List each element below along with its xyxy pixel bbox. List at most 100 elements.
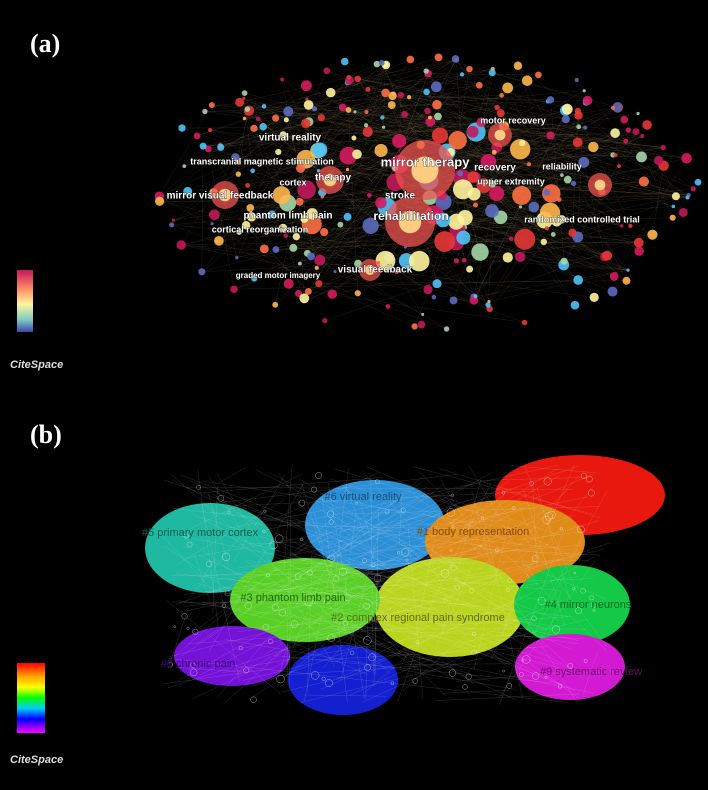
node	[506, 587, 510, 592]
node	[374, 143, 388, 158]
edge	[238, 537, 488, 568]
node	[299, 293, 310, 304]
node	[272, 114, 280, 122]
edge	[321, 551, 352, 636]
node	[332, 575, 340, 582]
edge	[284, 589, 481, 607]
node	[636, 151, 647, 163]
edge	[321, 490, 500, 548]
edge	[319, 82, 349, 150]
node	[411, 323, 418, 330]
edge	[347, 64, 386, 217]
node	[561, 103, 573, 115]
edge	[160, 534, 242, 621]
edge	[463, 72, 493, 238]
edge	[330, 89, 368, 93]
edge	[239, 77, 349, 103]
node	[542, 515, 551, 524]
edge	[236, 608, 438, 650]
node	[354, 75, 362, 83]
node	[221, 552, 231, 562]
node	[241, 221, 251, 230]
edge	[211, 492, 309, 565]
node	[241, 90, 248, 96]
edge	[277, 472, 419, 669]
node	[325, 679, 333, 688]
edge	[422, 513, 524, 546]
node	[430, 81, 442, 93]
edge	[426, 70, 578, 112]
edge	[532, 487, 538, 568]
node	[515, 251, 526, 262]
edge	[439, 478, 578, 704]
node	[406, 55, 415, 64]
node	[531, 615, 537, 622]
edge	[479, 477, 589, 481]
edge	[322, 531, 531, 639]
edge	[359, 612, 447, 697]
node	[362, 126, 373, 138]
edge	[283, 465, 293, 572]
node	[407, 563, 411, 566]
node	[449, 548, 453, 552]
edge	[308, 627, 583, 639]
edge	[298, 473, 594, 600]
node	[540, 238, 548, 246]
edge	[215, 555, 498, 580]
node	[570, 180, 577, 187]
edge	[285, 235, 525, 323]
node	[466, 265, 474, 273]
edge	[172, 479, 453, 624]
edge	[431, 492, 561, 536]
node	[311, 106, 318, 112]
edge	[464, 217, 521, 258]
node	[417, 320, 426, 329]
edge	[339, 513, 357, 629]
edge	[426, 70, 694, 189]
edge	[310, 110, 428, 257]
edge	[199, 504, 531, 676]
edge	[258, 478, 421, 619]
edge	[159, 59, 457, 197]
node	[374, 479, 380, 484]
edge	[267, 589, 510, 663]
node	[202, 108, 208, 115]
edge	[382, 117, 689, 196]
edge	[468, 465, 538, 585]
edge	[524, 467, 578, 593]
edge	[175, 465, 579, 605]
panel-label: (a)	[30, 29, 60, 58]
node	[363, 636, 372, 645]
edge	[312, 488, 389, 572]
edge	[523, 491, 566, 627]
node	[501, 491, 506, 495]
edge	[201, 601, 291, 625]
node	[451, 524, 455, 528]
edge	[220, 107, 498, 148]
node	[446, 508, 456, 517]
edge	[217, 492, 394, 698]
node	[547, 510, 556, 519]
edge	[247, 507, 524, 591]
node	[388, 91, 397, 101]
edge	[244, 92, 568, 180]
edge	[396, 521, 494, 596]
edge	[201, 59, 457, 273]
node	[320, 195, 324, 199]
edge	[253, 94, 401, 129]
node	[415, 639, 420, 644]
edge	[366, 466, 582, 560]
edge	[360, 560, 589, 565]
node	[246, 212, 257, 222]
edge	[436, 104, 565, 262]
edge	[211, 95, 502, 106]
node	[283, 106, 294, 117]
edge	[334, 468, 503, 521]
node	[518, 671, 524, 677]
node	[423, 284, 433, 295]
edge	[473, 162, 584, 297]
edge	[276, 471, 380, 519]
edge	[233, 491, 534, 507]
edge	[252, 505, 452, 617]
node	[443, 598, 448, 603]
